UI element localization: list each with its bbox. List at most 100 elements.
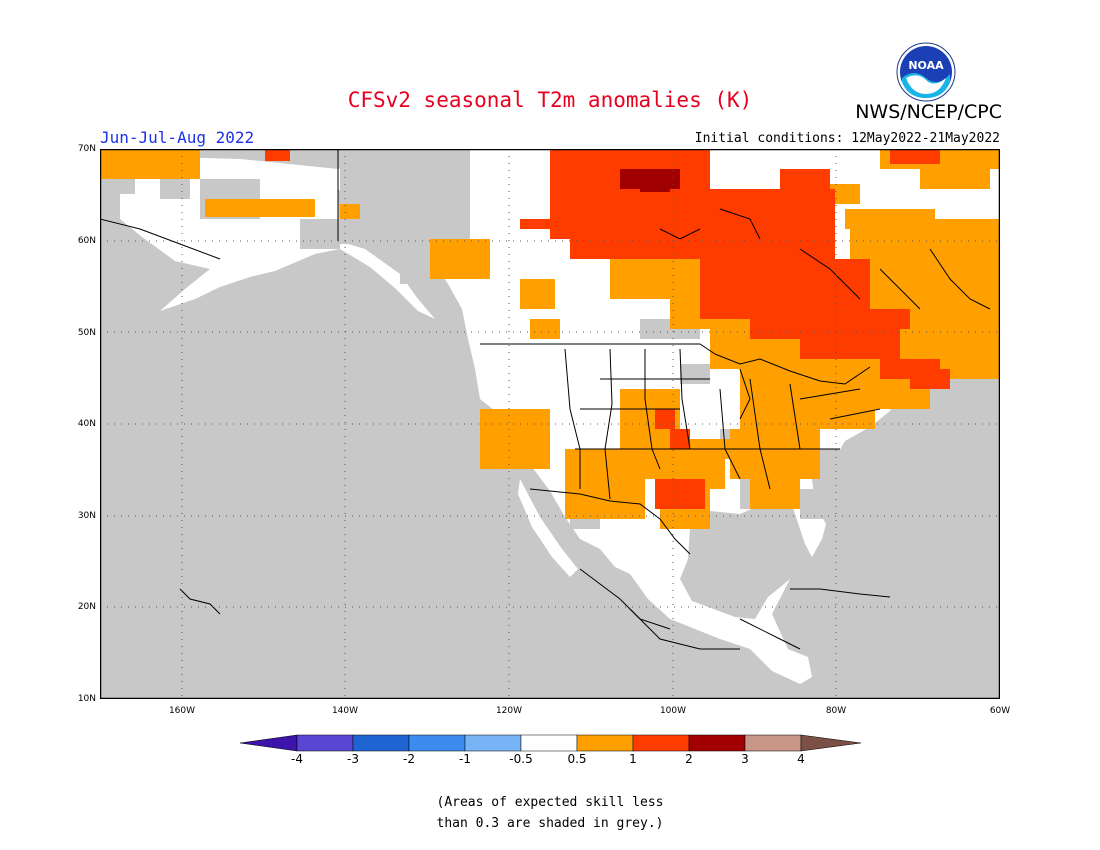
border-line: [829, 408, 881, 420]
colorbar-label: 1: [629, 752, 637, 766]
map-title: CFSv2 seasonal T2m anomalies (K): [347, 88, 753, 112]
lat-label-30: 30N: [77, 511, 96, 521]
anomaly-cell-0_5-to-1: [430, 239, 490, 279]
anomaly-cell-0_5-to-1: [530, 319, 560, 339]
lon-label-80w: 80W: [825, 706, 847, 716]
grey-low-skill-cell: [820, 449, 840, 489]
lon-label-160w: 160W: [168, 706, 196, 716]
border-line: [790, 588, 891, 598]
colorbar-label: -3: [347, 752, 359, 766]
land-area: [518, 479, 578, 577]
border-line: [739, 618, 801, 650]
land-area: [120, 157, 435, 319]
border-line: [480, 343, 716, 355]
anomaly-cell-1-to-2: [670, 429, 690, 449]
colorbar-label: 3: [741, 752, 749, 766]
border-line: [739, 368, 751, 420]
border-line: [179, 588, 221, 615]
anomaly-cell-1-to-2: [265, 149, 290, 161]
forecast-map: [100, 149, 1000, 699]
border-line: [879, 268, 921, 310]
colorbar-arrow-left: [240, 734, 298, 752]
colorbar-segment: [296, 734, 354, 752]
color-bar: [240, 733, 862, 753]
colorbar-segment: [520, 734, 578, 752]
grey-low-skill-cell: [860, 479, 900, 509]
anomaly-cell-1-to-2: [655, 409, 675, 429]
anomaly-cell-1-to-2: [910, 369, 950, 389]
skill-note: (Areas of expected skill less than 0.3 a…: [0, 792, 1100, 834]
anomaly-cell-0_5-to-1: [340, 204, 360, 219]
lat-label-10: 10N: [77, 694, 96, 704]
anomaly-cell-0_5-to-1: [100, 149, 200, 179]
anomaly-cell-1-to-2: [520, 219, 550, 229]
colorbar-segment: [632, 734, 690, 752]
border-line: [679, 348, 691, 450]
border-line: [644, 349, 661, 470]
border-line: [629, 608, 740, 650]
lon-label-140w: 140W: [331, 706, 359, 716]
colorbar-label: -2: [403, 752, 415, 766]
colorbar-label: -1: [459, 752, 471, 766]
anomaly-cell-1-to-2: [780, 169, 830, 194]
political-borders: [100, 149, 991, 650]
border-line: [100, 218, 221, 260]
anomaly-cell-0_5-to-1: [845, 379, 875, 429]
border-line: [789, 383, 801, 450]
border-line: [564, 348, 581, 489]
anomaly-cell-1-to-2: [800, 329, 900, 359]
lat-label-70: 70N: [77, 144, 96, 154]
lat-label-20: 20N: [77, 602, 96, 612]
colorbar-segment: [464, 734, 522, 752]
colorbar-label: 2: [685, 752, 693, 766]
noaa-logo: NOAA: [896, 42, 956, 102]
anomaly-cell-2-to-3: [640, 177, 670, 192]
colorbar-label: 4: [797, 752, 805, 766]
border-line: [529, 488, 691, 555]
skill-note-line-2: than 0.3 are shaded in grey.): [436, 816, 664, 831]
colorbar-segment: [688, 734, 746, 752]
svg-text:NOAA: NOAA: [908, 59, 944, 72]
anomaly-cell-0_5-to-1: [750, 469, 800, 509]
grey-low-skill-cell: [680, 364, 710, 384]
anomaly-cell-1-to-2: [705, 189, 835, 269]
border-line: [714, 353, 871, 385]
grey-low-skill-cell: [160, 179, 190, 199]
initial-conditions-label: Initial conditions: 12May2022-21May2022: [694, 131, 1000, 146]
border-line: [799, 388, 861, 400]
anomaly-cell-0_5-to-1: [520, 279, 555, 309]
graticule: [100, 149, 1000, 699]
colorbar-label: -0.5: [509, 752, 533, 766]
border-line: [719, 208, 761, 240]
border-line: [799, 248, 861, 300]
colorbar-label: -4: [291, 752, 303, 766]
lon-label-120w: 120W: [495, 706, 523, 716]
agency-label: NWS/NCEP/CPC: [855, 101, 1002, 123]
lon-label-100w: 100W: [659, 706, 687, 716]
border-line: [929, 248, 991, 310]
grey-low-skill-cell: [300, 219, 340, 249]
anomaly-cell-0_5-to-1: [480, 409, 550, 469]
anomaly-cell-1-to-2: [570, 239, 720, 259]
anomaly-cell-1-to-2: [870, 309, 910, 329]
colorbar-label: 0.5: [567, 752, 587, 766]
anomaly-cell-1-to-2: [550, 149, 710, 239]
colorbar-segment: [352, 734, 410, 752]
colorbar-segment: [408, 734, 466, 752]
map-frame: [100, 149, 1000, 699]
skill-note-line-1: (Areas of expected skill less: [436, 795, 664, 810]
lat-label-60: 60N: [77, 236, 96, 246]
border-line: [604, 348, 613, 500]
anomaly-cell-0_5-to-1: [845, 209, 935, 229]
grey-low-skill-cell: [800, 489, 840, 519]
grey-low-skill-cell: [340, 149, 470, 244]
anomaly-cell-0_5-to-1: [920, 169, 990, 189]
border-line: [659, 228, 701, 240]
anomaly-cell-0_5-to-1: [205, 199, 315, 217]
anomaly-cell-1-to-2: [655, 479, 705, 509]
lat-label-50: 50N: [77, 328, 96, 338]
lon-label-60w: 60W: [989, 706, 1011, 716]
anomaly-cell-1-to-2: [890, 149, 940, 164]
lat-label-40: 40N: [77, 419, 96, 429]
colorbar-segment: [576, 734, 634, 752]
